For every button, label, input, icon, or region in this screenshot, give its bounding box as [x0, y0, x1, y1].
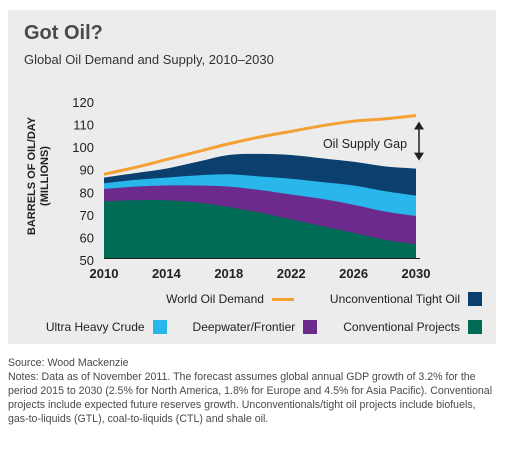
legend-label-tight-oil: Unconventional Tight Oil [329, 292, 460, 306]
source-line: Source: Wood Mackenzie [8, 357, 129, 369]
supply-gap-arrow [414, 121, 424, 161]
supply-gap-arrow-head [414, 121, 424, 130]
legend-swatch-tight-oil [468, 292, 482, 306]
legend-swatch-world-oil-demand [271, 297, 294, 301]
x-tick-label: 2014 [152, 266, 182, 281]
legend-row-1: World Oil Demand Unconventional Tight Oi… [166, 292, 482, 306]
source-notes: Source: Wood Mackenzie Notes: Data as of… [8, 356, 498, 426]
area-conventional-projects [104, 199, 416, 258]
y-tick-label: 90 [80, 163, 94, 178]
legend-label-ultra-heavy: Ultra Heavy Crude [45, 320, 145, 334]
x-tick-label: 2026 [339, 266, 368, 281]
notes-text: Notes: Data as of November 2011. The for… [8, 371, 493, 425]
legend-swatch-conventional [468, 320, 482, 334]
y-tick-label: 70 [80, 208, 94, 223]
y-tick-label: 60 [80, 230, 94, 245]
chart-card: Got Oil? Global Oil Demand and Supply, 2… [8, 10, 496, 344]
y-tick-label: 100 [72, 140, 94, 155]
supply-gap-label: Oil Supply Gap [323, 137, 407, 151]
legend-row-2: Ultra Heavy Crude Deepwater/Frontier Con… [46, 320, 482, 334]
x-tick-label: 2030 [402, 266, 431, 281]
chart-title: Got Oil? [24, 22, 103, 44]
y-axis-label-line-2: (MILLIONS) [39, 146, 51, 206]
y-tick-label: 120 [72, 95, 94, 110]
world-oil-demand-line [103, 114, 417, 176]
x-tick-labels: 2010 2014 2018 2022 2026 2030 [90, 266, 431, 281]
supply-gap-arrow-head [414, 152, 424, 161]
oil-chart: 50 60 70 80 90 100 110 120 2010 2014 2018 2022 2026… [26, 95, 431, 281]
legend-label-world-oil-demand: World Oil Demand [166, 292, 264, 306]
legend-swatch-deepwater [303, 320, 318, 334]
legend-label-conventional: Conventional Projects [343, 320, 460, 334]
y-tick-label: 50 [80, 253, 94, 268]
x-tick-label: 2018 [214, 266, 243, 281]
x-tick-label: 2010 [90, 266, 119, 281]
y-tick-labels: 50 60 70 80 90 100 110 120 [72, 95, 94, 268]
legend-swatch-ultra-heavy [152, 320, 167, 334]
y-tick-label: 80 [80, 185, 94, 200]
legend-label-deepwater: Deepwater/Frontier [192, 320, 296, 334]
y-axis-label-line-1: BARRELS OF OIL/DAY [26, 116, 38, 235]
x-tick-label: 2022 [277, 266, 306, 281]
y-tick-label: 110 [73, 118, 94, 133]
stacked-areas [104, 153, 416, 258]
chart-subtitle: Global Oil Demand and Supply, 2010–2030 [24, 52, 274, 67]
